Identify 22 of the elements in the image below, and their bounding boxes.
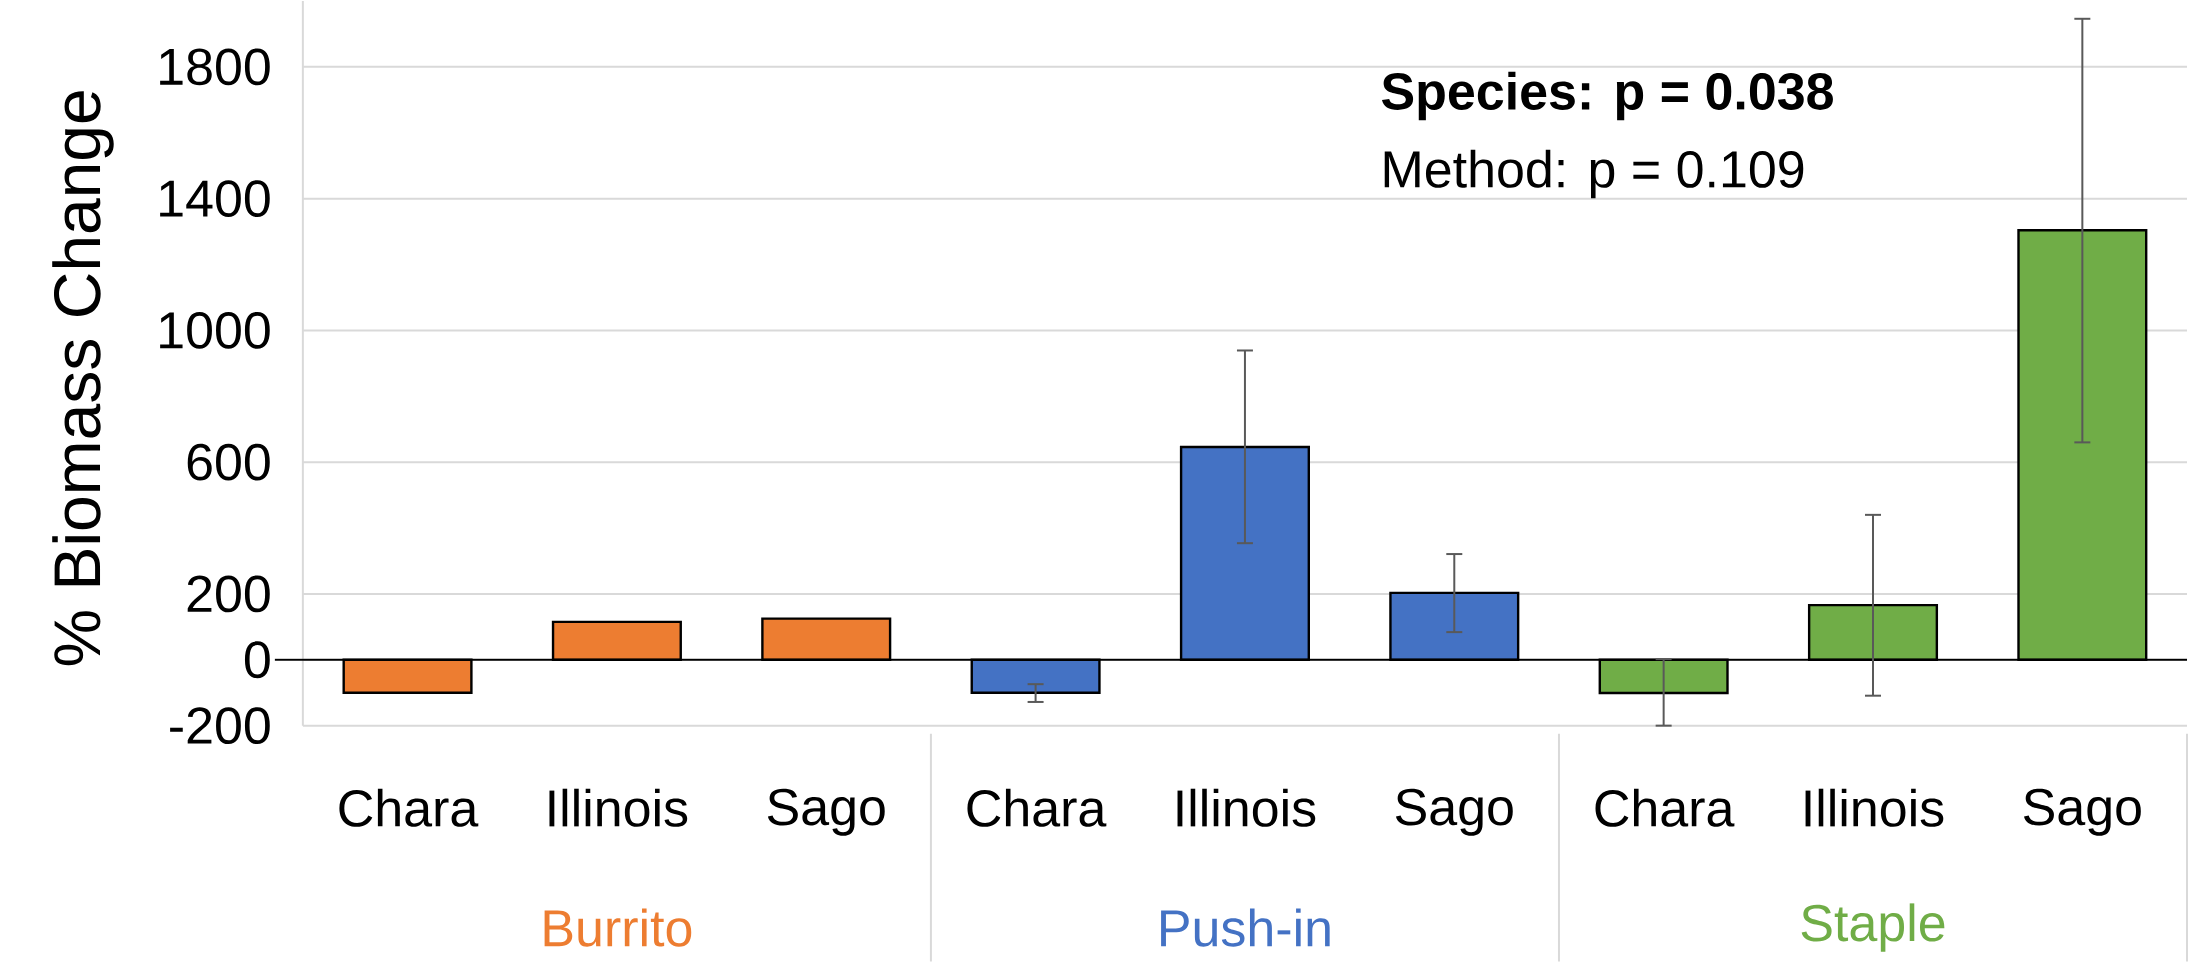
- x-tick-label: Chara: [1595, 788, 1735, 828]
- x-tick-label: Chara: [967, 788, 1107, 828]
- text: Burrito: [544, 908, 692, 947]
- y-tick-label: -200: [170, 707, 270, 745]
- x-tick-label: Sago: [2024, 788, 2141, 836]
- y-tick-label: 1000: [160, 312, 270, 349]
- x-tick-label: Sago: [1395, 788, 1513, 836]
- x-tick-label: Illinois: [1805, 788, 1944, 828]
- y-tick-label: 1400: [160, 180, 270, 218]
- y-tick-label: 0: [244, 641, 270, 679]
- x-tick-label: Sago: [767, 788, 885, 836]
- x-tick-label: Illinois: [1177, 788, 1316, 828]
- y-tick-label: 600: [187, 443, 270, 481]
- annotation: Method: p = 0.109: [1384, 149, 1804, 199]
- y-tick-label: 200: [187, 575, 270, 613]
- y-tick-label: 1800: [160, 48, 270, 86]
- annotation: Species: p = 0.038: [1381, 71, 1833, 121]
- text: Push-in: [1161, 908, 1330, 947]
- x-tick-label: Chara: [339, 788, 479, 828]
- y-axis-title: % Biomass Change: [52, 91, 114, 666]
- x-tick-label: Illinois: [549, 788, 688, 828]
- text: Staple: [1801, 903, 1945, 953]
